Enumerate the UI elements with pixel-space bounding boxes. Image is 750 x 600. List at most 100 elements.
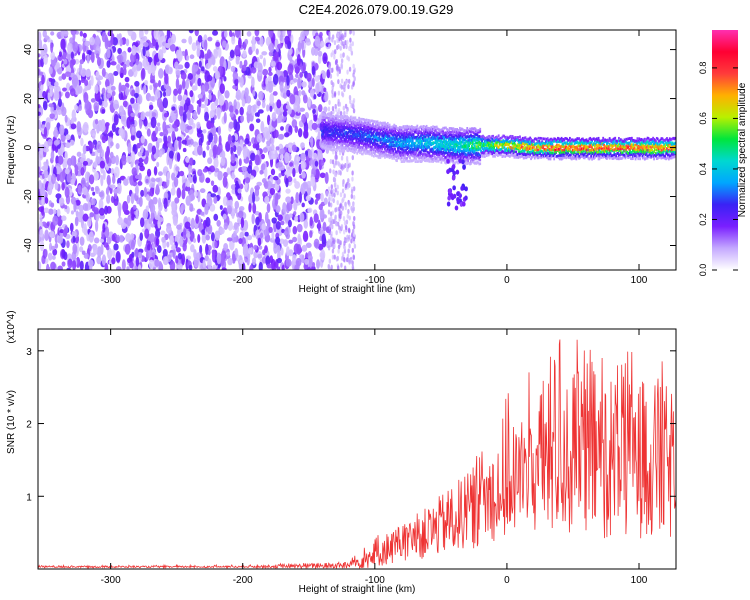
spectrogram-cell [339, 53, 343, 59]
spectrogram-cell [405, 135, 408, 139]
spectrogram-cell [93, 101, 100, 112]
spectrogram-cell [151, 66, 156, 77]
spectrogram-cell [181, 38, 187, 44]
spectrogram-cell [137, 151, 143, 157]
spectrogram-cell [50, 42, 54, 53]
spectrogram-cell [317, 131, 321, 140]
spectrogram-cell [254, 112, 259, 117]
spectrogram-cell [301, 171, 306, 179]
spectrogram-cell [336, 200, 339, 206]
spectrogram-cell [351, 41, 354, 47]
spectrogram-cell [207, 258, 212, 270]
spectrogram-cell [329, 211, 333, 217]
spectrogram-cell [162, 97, 169, 109]
spectrogram-cell [50, 51, 56, 61]
spectrogram-cell [188, 117, 194, 126]
spectrogram-cell [58, 197, 65, 206]
spectrogram-cell [322, 70, 327, 80]
spectrogram-cell [156, 245, 162, 254]
spectrogram-cell [90, 51, 95, 63]
spectrogram-cell [171, 130, 176, 141]
spectrogram-cell [153, 54, 157, 66]
spectrogram-cell [186, 179, 191, 188]
spectrogram-cell [297, 128, 303, 138]
spectrogram-cell [381, 147, 384, 151]
spectrogram-cell [197, 234, 201, 243]
spectrogram-cell [266, 203, 271, 213]
spectrogram-cell [352, 236, 356, 242]
spectrogram-cell [416, 124, 419, 128]
spectrogram-cell [244, 231, 249, 237]
spectrogram-cell [192, 174, 197, 184]
spectrogram-cell [417, 160, 420, 163]
spectrogram-cell [339, 214, 342, 220]
spectrogram-cell [149, 182, 155, 189]
spectrogram-cell [180, 72, 187, 80]
spectrogram-cell [188, 30, 194, 34]
spectrogram-cell [351, 155, 354, 161]
spectrogram-cell [262, 68, 269, 76]
spectrogram-cell [353, 216, 356, 222]
spectrogram-cell [92, 132, 96, 140]
spectrogram-cell [311, 122, 318, 131]
spectrogram-cell [342, 229, 346, 235]
spectrogram-cell [80, 167, 85, 176]
spectrogram-cell [206, 196, 213, 207]
spectrogram-cell [66, 240, 70, 249]
spectrogram-cell [337, 79, 340, 85]
spectrogram-cell [271, 217, 277, 224]
spectrogram-cell [113, 188, 119, 194]
spectrogram-cell [101, 109, 106, 114]
spectrogram-cell [266, 140, 271, 147]
spectrogram-cell [298, 191, 302, 204]
spectrogram-cell [167, 135, 172, 144]
spectrogram-cell [275, 107, 281, 115]
spectrogram-cell [301, 81, 307, 88]
spectrogram-cell [82, 160, 89, 166]
spectrogram-cell [116, 234, 120, 243]
spectrogram-cell [169, 260, 176, 270]
spectrogram-cell [347, 227, 351, 233]
spectrogram-cell [300, 142, 305, 149]
spectrogram-cell [200, 66, 205, 72]
spectrogram-cell [116, 63, 121, 74]
spectrogram-cell [337, 206, 341, 212]
spectrogram-cell [41, 124, 46, 129]
spectrogram-cell [224, 90, 230, 99]
spectrogram-cell [415, 157, 418, 161]
spectrogram-cell [214, 230, 221, 241]
spectrogram-cell [428, 146, 431, 149]
spectrogram-cell [277, 214, 283, 222]
spectrogram-cell [158, 68, 164, 79]
spectrogram-cell [329, 158, 333, 164]
spectrogram-cell [141, 36, 146, 42]
spectrogram-cell [205, 177, 211, 184]
spectrogram-cell [181, 253, 186, 266]
spectrogram-cell [213, 168, 220, 173]
spectrogram-cell [192, 110, 198, 121]
spectrogram-cell [352, 30, 355, 36]
spectrogram-cell [255, 216, 260, 226]
spectrogram-cell [98, 207, 105, 216]
spectrogram-cell [276, 161, 283, 168]
spectrogram-cell [409, 136, 411, 140]
spectrogram-cell [286, 75, 290, 86]
spectrogram-cell [346, 55, 349, 61]
spectrogram-cell [253, 195, 260, 202]
spectrogram-cell [70, 178, 76, 186]
spectrogram-cell [78, 104, 83, 112]
spectrogram-cell [117, 54, 123, 64]
spectrogram-cell [420, 136, 422, 140]
spectrogram-cell [168, 157, 173, 170]
spectrogram-cell [109, 184, 116, 189]
spectrogram-cell [294, 125, 299, 134]
spectrogram-cell [38, 261, 42, 270]
spectrogram-cell [130, 112, 136, 118]
spectrogram-cell [265, 130, 271, 141]
spectrogram-cell [123, 178, 129, 186]
spectrogram-cell [217, 186, 221, 197]
spectrogram-cell [236, 145, 242, 156]
spectrogram-cell [47, 139, 53, 147]
spectrogram-cell [273, 51, 279, 61]
